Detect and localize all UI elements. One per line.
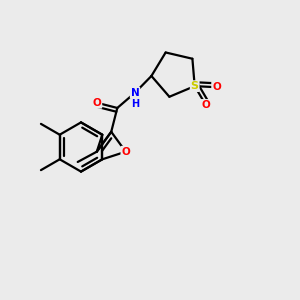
Text: N: N — [130, 88, 140, 98]
Text: S: S — [191, 81, 199, 91]
Text: O: O — [201, 100, 210, 110]
Text: H: H — [131, 99, 139, 109]
Text: O: O — [93, 98, 101, 108]
Text: O: O — [121, 147, 130, 157]
Text: O: O — [212, 82, 221, 92]
